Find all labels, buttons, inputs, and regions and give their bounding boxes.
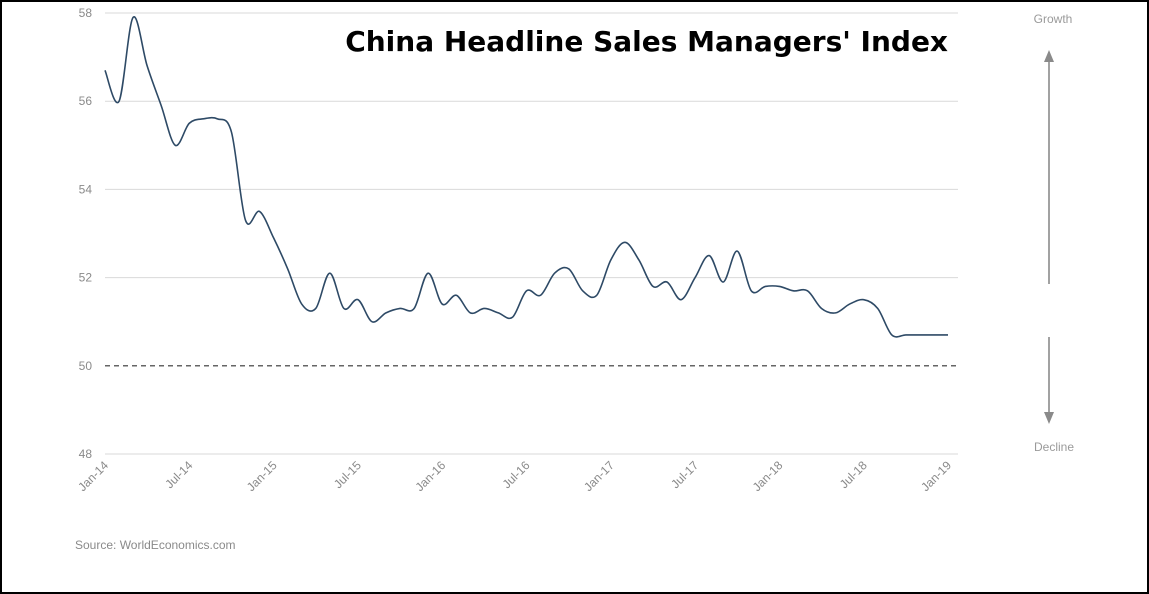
y-tick-label: 48	[79, 447, 93, 461]
x-tick-label: Jan-16	[412, 458, 448, 494]
x-tick-label: Jul-18	[837, 458, 870, 491]
series-line	[104, 16, 948, 338]
decline-label: Decline	[1034, 440, 1074, 454]
x-tick-label: Jul-17	[668, 458, 701, 491]
y-tick-label: 50	[79, 359, 93, 373]
x-tick-label: Jan-15	[244, 458, 280, 494]
x-tick-label: Jan-19	[918, 458, 954, 494]
x-tick-label: Jan-17	[581, 458, 617, 494]
gridlines	[105, 12, 958, 455]
source-note: Source: WorldEconomics.com	[75, 538, 236, 552]
growth-label: Growth	[1034, 12, 1073, 26]
y-tick-label: 52	[79, 271, 93, 285]
x-tick-label: Jan-14	[75, 458, 111, 494]
x-axis-ticks: Jan-14 Jul-14 Jan-15 Jul-15 Jan-16 Jul-16 Jan-…	[75, 458, 954, 494]
decline-arrow-icon	[1044, 412, 1054, 424]
y-tick-label: 54	[79, 182, 93, 196]
x-tick-label: Jan-18	[750, 458, 786, 494]
x-tick-label: Jul-16	[500, 458, 533, 491]
growth-arrow-icon	[1044, 50, 1054, 62]
y-tick-label: 58	[79, 6, 93, 20]
y-tick-label: 56	[79, 94, 93, 108]
x-tick-label: Jul-14	[162, 458, 195, 491]
x-tick-label: Jul-15	[331, 458, 364, 491]
chart-title: China Headline Sales Managers' Index	[345, 25, 948, 58]
y-axis-ticks: 48 50 52 54 56 58	[79, 6, 93, 461]
